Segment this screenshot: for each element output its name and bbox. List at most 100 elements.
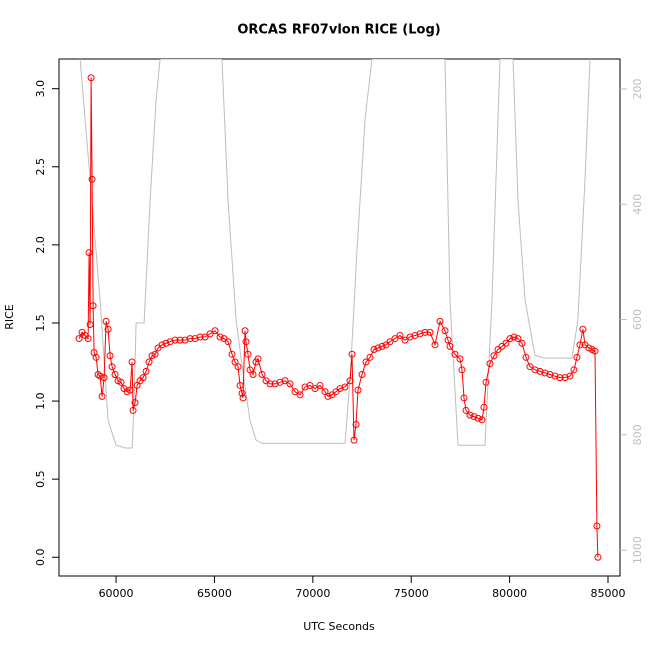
data-point <box>478 416 486 424</box>
data-point <box>111 371 119 379</box>
y-tick-label: 2.0 <box>34 236 47 254</box>
data-point <box>444 336 452 344</box>
data-point <box>162 339 170 347</box>
data-point <box>88 175 96 183</box>
data-point <box>276 378 284 386</box>
data-point <box>502 339 510 347</box>
data-point <box>196 333 204 341</box>
plot-area <box>75 59 602 561</box>
x-tick-label: 85000 <box>590 587 625 600</box>
y-tick-label: 3.0 <box>34 80 47 98</box>
data-point <box>258 371 266 379</box>
data-point <box>89 302 97 310</box>
data-point <box>75 335 83 343</box>
y-axis-label: RICE <box>3 304 16 330</box>
data-point <box>151 350 159 358</box>
data-point <box>236 381 244 389</box>
data-point <box>211 327 219 335</box>
data-point <box>239 394 247 402</box>
data-point <box>346 377 354 385</box>
data-point <box>139 374 147 382</box>
data-point <box>591 347 599 355</box>
data-point <box>100 374 108 382</box>
x-axis-label: UTC Seconds <box>303 620 375 633</box>
data-point <box>129 406 137 414</box>
data-point <box>526 363 534 371</box>
data-point <box>176 336 184 344</box>
data-point <box>106 352 114 360</box>
data-point <box>566 372 574 380</box>
data-point <box>556 374 564 382</box>
data-point <box>145 358 153 366</box>
plot-frame <box>58 58 621 577</box>
data-point <box>96 372 104 380</box>
data-point <box>238 389 246 397</box>
data-point <box>286 380 294 388</box>
data-point <box>401 336 409 344</box>
y-tick-label: 0.0 <box>34 549 47 567</box>
y2-tick-label: 200 <box>631 78 644 99</box>
data-point <box>460 394 468 402</box>
data-point <box>341 383 349 391</box>
data-point <box>354 386 362 394</box>
data-point <box>518 339 526 347</box>
data-point <box>480 403 488 411</box>
data-point <box>186 335 194 343</box>
data-point <box>191 335 199 343</box>
data-point <box>451 350 459 358</box>
y2-tick-label: 1000 <box>631 536 644 564</box>
data-point <box>573 353 581 361</box>
data-point <box>506 335 514 343</box>
data-point <box>244 350 252 358</box>
data-point <box>94 371 102 379</box>
data-point <box>546 371 554 379</box>
data-point <box>234 363 242 371</box>
data-point <box>206 330 214 338</box>
data-point <box>350 436 358 444</box>
y-tick-label: 1.5 <box>34 314 47 332</box>
data-point <box>470 413 478 421</box>
data-point <box>366 353 374 361</box>
data-point <box>104 325 112 333</box>
data-point <box>296 391 304 399</box>
data-point <box>324 392 332 400</box>
data-point <box>281 377 289 385</box>
data-point <box>510 333 518 341</box>
x-tick-label: 60000 <box>99 587 134 600</box>
data-point <box>306 381 314 389</box>
data-point <box>458 366 466 374</box>
data-point <box>411 331 419 339</box>
data-point <box>391 335 399 343</box>
x-tick-label: 75000 <box>394 587 429 600</box>
data-point <box>594 553 602 561</box>
data-point <box>358 371 366 379</box>
data-point <box>128 358 136 366</box>
data-point <box>142 367 150 375</box>
data-point <box>291 388 299 396</box>
data-point <box>551 372 559 380</box>
data-point <box>352 420 360 428</box>
data-point <box>249 371 257 379</box>
data-point <box>126 386 134 394</box>
data-point <box>436 317 444 325</box>
data-point <box>86 321 94 329</box>
data-point <box>266 380 274 388</box>
data-point <box>462 406 470 414</box>
data-point <box>171 336 179 344</box>
data-point <box>336 385 344 393</box>
data-point <box>406 333 414 341</box>
data-point <box>456 355 464 363</box>
y-tick-label: 1.0 <box>34 392 47 410</box>
data-point <box>541 369 549 377</box>
data-point <box>386 338 394 346</box>
data-point <box>482 378 490 386</box>
x-tick-label: 80000 <box>492 587 527 600</box>
data-point <box>514 335 522 343</box>
series-line <box>79 59 591 449</box>
y-tick-label: 2.5 <box>34 158 47 176</box>
data-point <box>181 336 189 344</box>
data-point <box>561 374 569 382</box>
data-point <box>378 342 386 350</box>
x-tick-label: 65000 <box>197 587 232 600</box>
